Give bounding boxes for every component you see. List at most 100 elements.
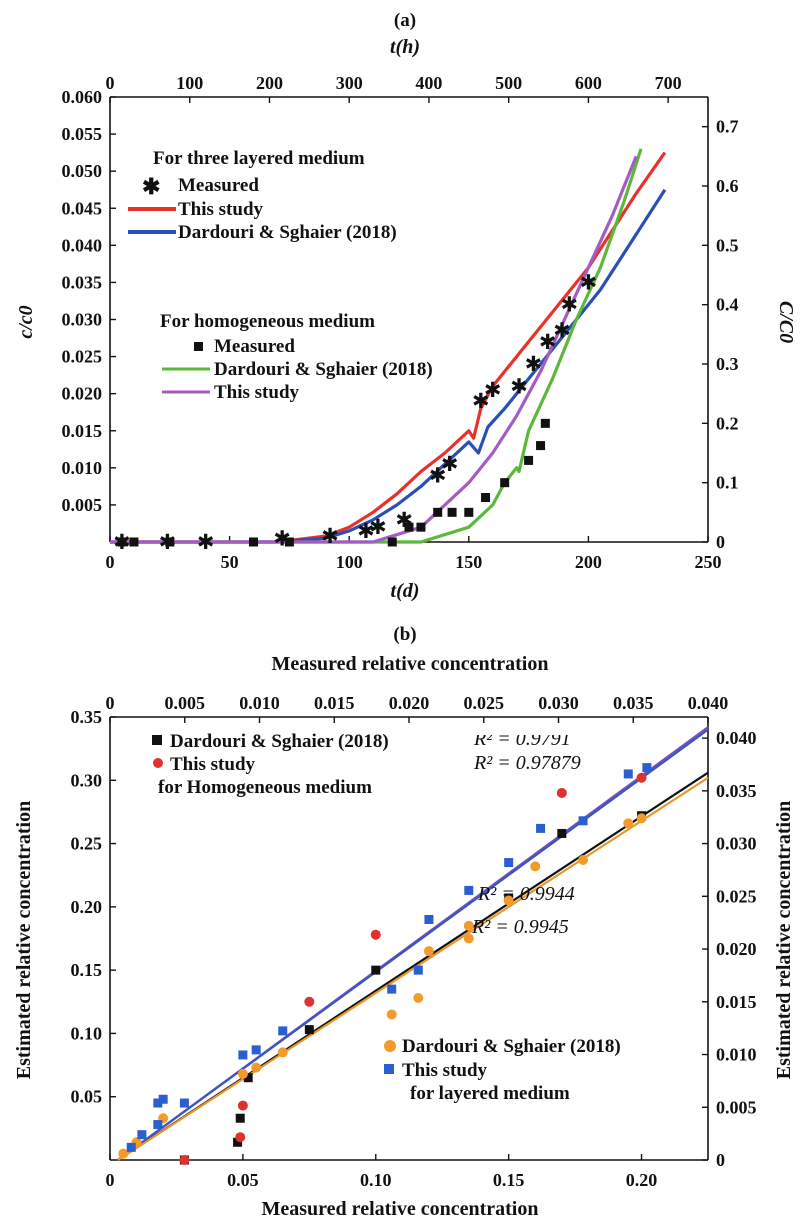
series-line-homogeneous-dardouri <box>110 148 643 544</box>
legend-b2-subtitle: for layered medium <box>410 1083 570 1104</box>
data-point-layered-measured: ✱ <box>472 389 490 413</box>
data-point-layered-measured: ✱ <box>441 452 459 476</box>
data-point-layered-this-study <box>153 1120 163 1130</box>
y2-tick-label: 0.4 <box>716 295 739 315</box>
data-point-layered-measured: ✱ <box>510 374 528 398</box>
data-point-layered-this-study <box>179 1098 189 1108</box>
y-tick-label: 0.005 <box>62 495 103 515</box>
y2-tick-label: 0.3 <box>716 354 739 374</box>
panel-b-x2-label: Measured relative concentration <box>272 653 549 675</box>
data-point-layered-measured: ✱ <box>357 519 375 543</box>
y-tick-label: 0.040 <box>62 235 103 255</box>
data-point-layered-this-study <box>642 763 652 773</box>
data-point-homogeneous-measured <box>540 418 550 428</box>
data-point-layered-this-study <box>278 1026 288 1036</box>
panel-b-y2-label: Estimated relative concentration <box>773 801 795 1079</box>
data-point-layered-measured: ✱ <box>525 352 543 376</box>
x2-tick-label: 0 <box>106 73 115 93</box>
data-point-homogeneous-dardouri <box>233 1137 243 1147</box>
panel-b-legend-homogeneous: Dardouri & Sghaier (2018) This study for… <box>152 731 389 798</box>
x2-tick-label: 0.015 <box>314 693 355 713</box>
y-tick-label: 0.05 <box>71 1087 103 1107</box>
y2-tick-label: 0.020 <box>716 939 757 959</box>
r2-annotation-1: R² = 0.97879 <box>473 752 581 774</box>
data-point-homogeneous-measured <box>284 537 294 547</box>
data-point-layered-dardouri <box>413 992 424 1003</box>
data-point-homogeneous-measured <box>404 522 414 532</box>
panel-a-x-label: t(d) <box>391 580 420 602</box>
data-point-layered-this-study <box>126 1142 136 1152</box>
y-tick-label: 0.015 <box>62 421 103 441</box>
data-point-layered-dardouri <box>386 1009 397 1020</box>
data-point-layered-this-study <box>137 1130 147 1140</box>
data-point-layered-this-study <box>578 816 588 826</box>
legend-a2-dardouri: Dardouri & Sghaier (2018) <box>214 359 433 380</box>
x2-tick-label: 500 <box>495 73 522 93</box>
y-tick-label: 0.060 <box>62 87 103 107</box>
x-tick-label: 0.05 <box>227 1170 259 1190</box>
x-tick-label: 0 <box>106 1170 115 1190</box>
data-point-homogeneous-measured <box>416 522 426 532</box>
x-tick-label: 50 <box>221 552 239 572</box>
data-point-homogeneous-dardouri <box>243 1073 253 1083</box>
y2-tick-label: 0.6 <box>716 176 739 196</box>
data-point-homogeneous-measured <box>500 478 510 488</box>
data-point-homogeneous-this-study <box>636 772 647 783</box>
legend-a1-measured: Measured <box>178 175 259 196</box>
data-point-layered-this-study <box>413 965 423 975</box>
legend-a2-title: For homogeneous medium <box>160 311 375 332</box>
x2-tick-label: 0.005 <box>165 693 206 713</box>
legend-b1-this: This study <box>170 754 256 775</box>
y-tick-label: 0.035 <box>62 272 103 292</box>
legend-a1-title: For three layered medium <box>153 148 365 169</box>
legend-b2-dardouri: Dardouri & Sghaier (2018) <box>402 1036 621 1057</box>
panel-b-y-label: Estimated relative concentration <box>13 801 35 1079</box>
y2-tick-label: 0.010 <box>716 1045 757 1065</box>
data-point-layered-this-study <box>424 915 434 925</box>
panel-a-label: (a) <box>394 10 416 31</box>
legend-b2-dardouri-marker <box>384 1040 396 1052</box>
panel-a-right-axis-ticks: 0 0.1 0.2 0.3 0.4 0.5 0.6 0.7 <box>702 117 739 552</box>
y-tick-label: 0.20 <box>71 897 103 917</box>
data-point-layered-dardouri <box>118 1148 129 1159</box>
r2-annotation-3: R² = 0.9945 <box>471 916 569 938</box>
panel-b-left-axis-ticks: 0.05 0.10 0.15 0.20 0.25 0.30 0.35 <box>71 707 116 1107</box>
data-point-layered-measured: ✱ <box>560 293 578 317</box>
x2-tick-label: 700 <box>655 73 682 93</box>
panel-b-x-label: Measured relative concentration <box>262 1198 539 1220</box>
data-point-layered-this-study <box>153 1098 163 1108</box>
y2-tick-label: 0.035 <box>716 781 757 801</box>
panel-a-y2-label: C/C0 <box>775 301 797 343</box>
data-point-layered-measured: ✱ <box>553 319 571 343</box>
data-point-homogeneous-this-study <box>370 929 381 940</box>
legend-b1-this-marker <box>153 758 163 768</box>
x2-tick-label: 600 <box>575 73 602 93</box>
y2-tick-label: 0 <box>716 1150 725 1170</box>
x-tick-label: 250 <box>695 552 722 572</box>
data-point-layered-dardouri <box>503 895 514 906</box>
legend-a1-this: This study <box>178 199 264 220</box>
data-point-homogeneous-measured <box>481 493 491 502</box>
y-tick-label: 0.30 <box>71 770 103 790</box>
legend-b2-this-marker <box>384 1064 394 1074</box>
y-tick-label: 0.35 <box>71 707 103 727</box>
panel-b-legend-layered: Dardouri & Sghaier (2018) This study for… <box>384 1036 621 1104</box>
panel-b-series <box>117 726 709 1165</box>
y2-tick-label: 0.025 <box>716 886 757 906</box>
data-point-layered-dardouri <box>277 1047 288 1058</box>
data-point-layered-this-study <box>504 858 514 868</box>
panel-b-bottom-axis-ticks: 0 0.05 0.10 0.15 0.20 <box>106 1154 658 1190</box>
legend-a2-measured-marker <box>194 342 203 351</box>
x2-tick-label: 100 <box>176 73 203 93</box>
r2-clip-mask <box>470 728 600 735</box>
data-point-homogeneous-measured <box>433 507 443 517</box>
panel-a-x2-label: t(h) <box>390 36 420 58</box>
panel-a-series: ✱✱✱✱✱✱✱✱✱✱✱✱✱✱✱✱✱✱ <box>110 148 667 554</box>
x-tick-label: 0.20 <box>626 1170 658 1190</box>
data-point-homogeneous-this-study <box>235 1132 246 1143</box>
panel-a-left-axis-ticks: 0.005 0.010 0.015 0.020 0.025 0.030 0.035 0.040… <box>62 87 116 515</box>
x2-tick-label: 0.030 <box>538 693 579 713</box>
y2-tick-label: 0.1 <box>716 473 739 493</box>
y2-tick-label: 0.005 <box>716 1097 757 1117</box>
data-point-layered-this-study <box>623 769 633 779</box>
